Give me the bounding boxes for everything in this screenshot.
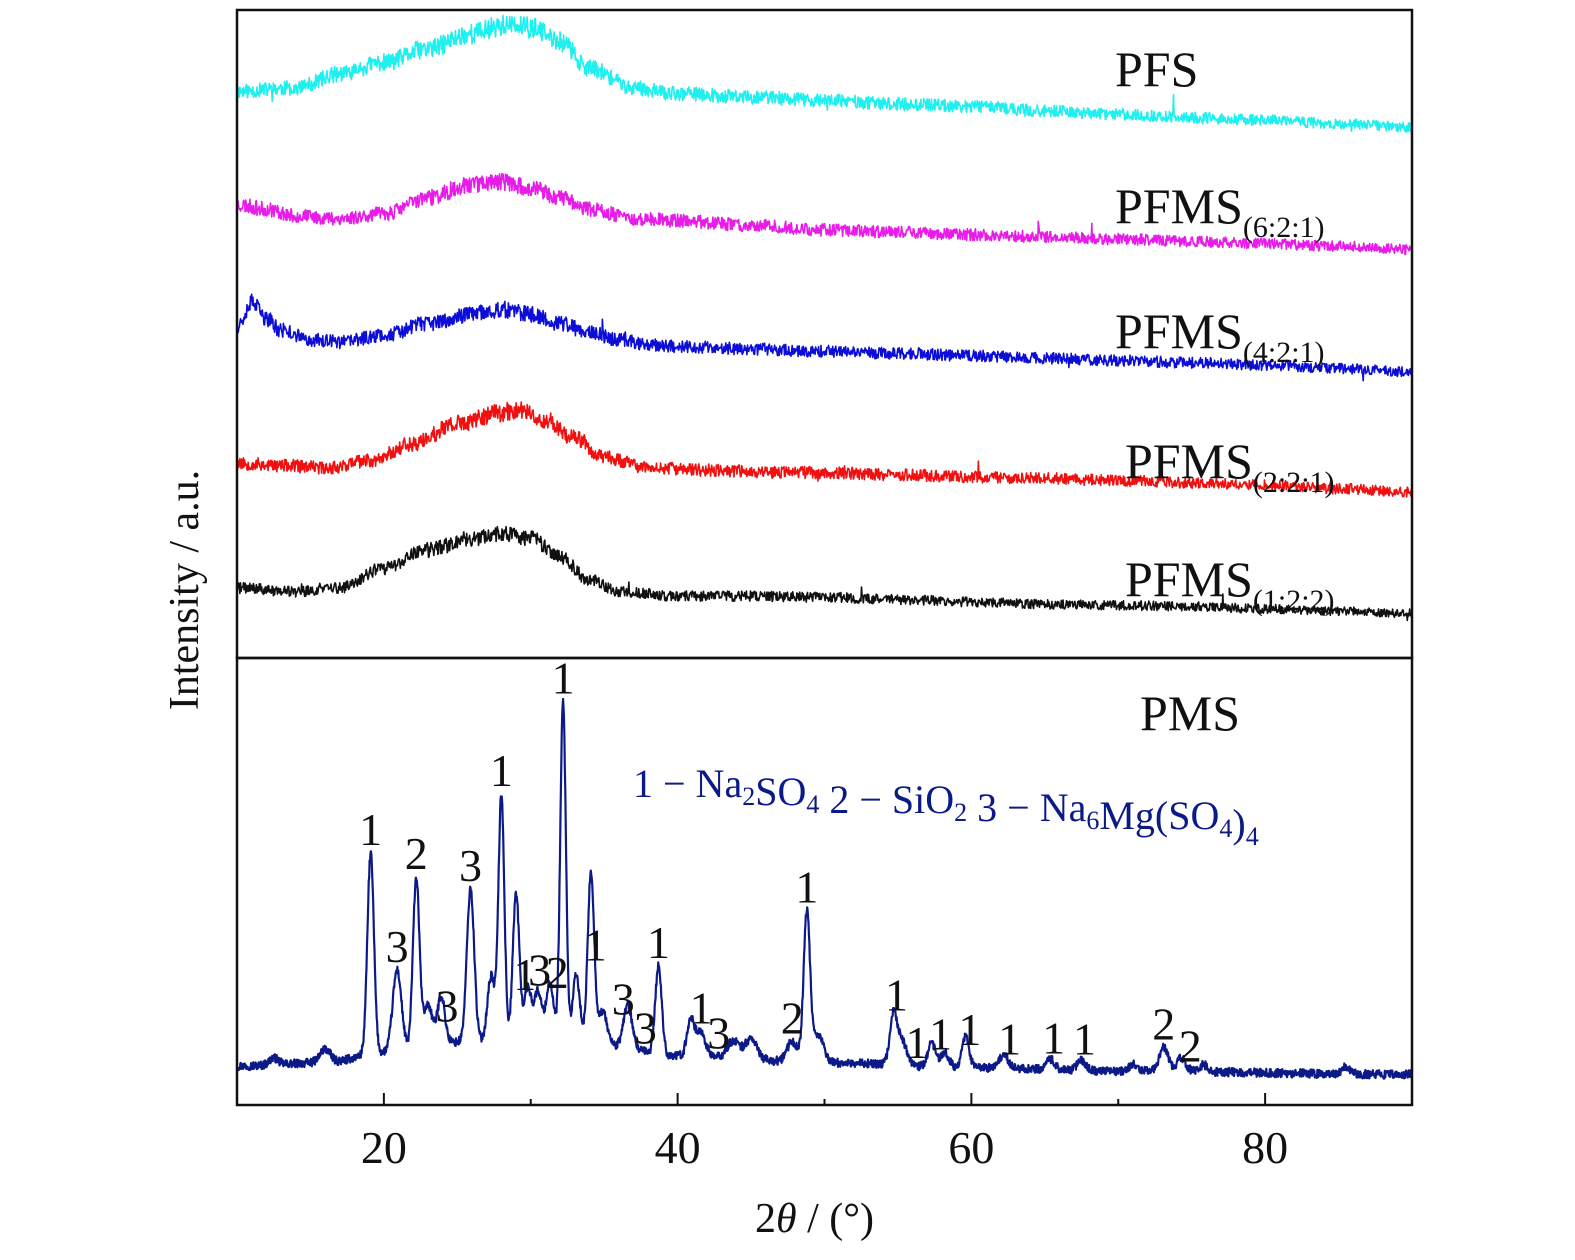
series-label-subscript: (1:2:2) [1253, 584, 1335, 617]
phase-legend: 1 − Na2SO4 2 − SiO2 3 − Na6Mg(SO4)4 [633, 761, 1259, 851]
legend-subscript: 4 [806, 790, 819, 819]
peak-label: 3 [386, 921, 409, 972]
peak-label: 1 [513, 949, 536, 1000]
peak-label: 1 [998, 1014, 1021, 1065]
trace-pfs [236, 14, 1413, 133]
series-label-main: PFMS [1115, 303, 1243, 359]
peak-label: 2 [546, 947, 569, 998]
peak-label: 1 [795, 861, 818, 912]
legend-subscript: 4 [1246, 822, 1259, 851]
peak-label: 3 [459, 840, 482, 891]
legend-subscript: 4 [1219, 814, 1232, 843]
x-tick-label: 40 [655, 1122, 701, 1173]
x-axis: 20 40 60 80 [361, 1093, 1413, 1173]
legend-subscript: 2 [954, 798, 967, 827]
peak-label: 1 [929, 1009, 952, 1060]
series-label-main: PFMS [1115, 178, 1243, 234]
legend-text: ) [1232, 801, 1245, 846]
legend-text: 2 − SiO [819, 777, 954, 822]
peak-label: 3 [436, 980, 459, 1031]
peak-label: 1 [885, 969, 908, 1020]
trace-pfms-2-2-1- [236, 401, 1413, 498]
peak-label: 2 [405, 828, 428, 879]
series-label-main: PFMS [1125, 433, 1253, 489]
series-label-main: PFMS [1125, 551, 1253, 607]
x-axis-label-theta: θ [776, 1196, 797, 1242]
x-axis-label: 2θ / (°) [755, 1196, 874, 1242]
peak-label: 3 [612, 973, 635, 1024]
peak-label: 1 [552, 652, 575, 703]
y-axis-label: Intensity / a.u. [162, 470, 208, 710]
series-label-pms: PMS [1140, 685, 1240, 741]
peak-label: 2 [1152, 998, 1175, 1049]
x-tick-label: 20 [361, 1122, 407, 1173]
peak-label: 1 [906, 1017, 929, 1068]
peak-label: 1 [584, 919, 607, 970]
peak-label: 1 [958, 1004, 981, 1055]
series-label-subscript: (2:2:1) [1253, 466, 1335, 499]
peak-label: 3 [528, 945, 551, 996]
peak-label: 1 [1042, 1013, 1065, 1064]
series-label: PFMS(4:2:1) [1115, 303, 1325, 369]
legend-text: Mg(SO [1099, 793, 1219, 838]
series-label: PFMS(1:2:2) [1125, 551, 1335, 617]
peak-label: 1 [359, 804, 382, 855]
peak-label: 1 [1073, 1014, 1096, 1065]
x-tick-label: 60 [948, 1122, 994, 1173]
series-label: PFMS(2:2:1) [1125, 433, 1335, 499]
trace-pms [235, 697, 1413, 1080]
trace-pfms-6-2-1- [236, 172, 1413, 256]
peak-label: 3 [707, 1007, 730, 1058]
trace-pfms-4-2-1- [236, 293, 1413, 382]
legend-text: 1 − Na [633, 761, 742, 806]
x-axis-label-suffix: / (°) [797, 1196, 874, 1242]
legend-text: 3 − Na [967, 785, 1086, 830]
series-label-subscript: (6:2:1) [1243, 211, 1325, 244]
series-label: PFS [1115, 41, 1198, 97]
series-label: PFMS(6:2:1) [1115, 178, 1325, 244]
peak-label: 1 [690, 983, 713, 1034]
peak-label: 1 [647, 917, 670, 968]
series-label-main: PFS [1115, 41, 1198, 97]
peak-label: 2 [1179, 1021, 1202, 1072]
peak-label: 2 [781, 992, 804, 1043]
x-tick-label: 80 [1242, 1122, 1288, 1173]
legend-subscript: 2 [742, 782, 755, 811]
x-axis-label-prefix: 2 [755, 1196, 776, 1242]
trace-pfms-1-2-2- [236, 525, 1413, 622]
peak-label: 1 [490, 745, 513, 796]
peak-label: 3 [634, 1003, 657, 1054]
legend-text: SO [755, 769, 806, 814]
upper-panel: PFSPFMS(6:2:1)PFMS(4:2:1)PFMS(2:2:1)PFMS… [236, 14, 1413, 622]
legend-subscript: 6 [1086, 806, 1099, 835]
series-label-subscript: (4:2:1) [1243, 336, 1325, 369]
